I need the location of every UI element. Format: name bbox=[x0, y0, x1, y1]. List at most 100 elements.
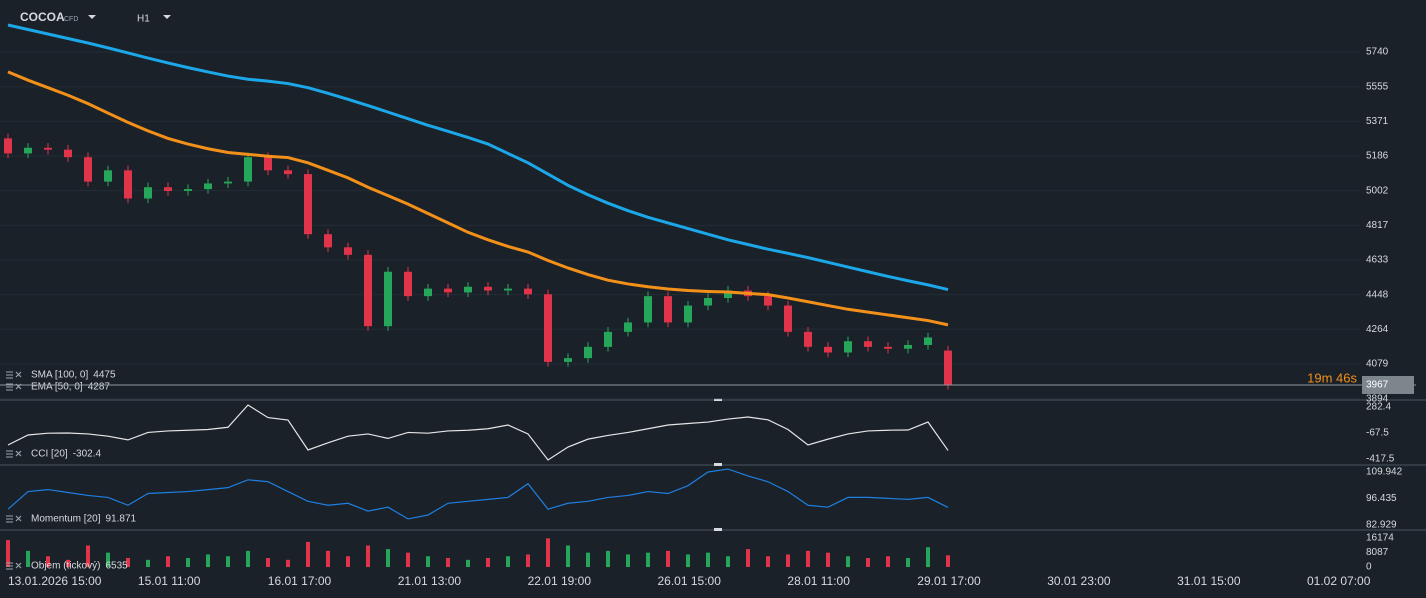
y-tick-label: 282.4 bbox=[1366, 402, 1391, 413]
y-tick-label: 5186 bbox=[1366, 151, 1389, 162]
legend-close-icon bbox=[15, 371, 22, 378]
x-tick-label: 22.01 19:00 bbox=[528, 574, 592, 588]
timeframe[interactable]: H1 bbox=[137, 14, 150, 25]
candle-body bbox=[404, 271, 412, 297]
legend-value: 91.871 bbox=[105, 514, 136, 525]
candle-body bbox=[544, 294, 552, 362]
candle-body bbox=[884, 346, 892, 349]
x-tick-label: 01.02 07:00 bbox=[1307, 574, 1371, 588]
candle-body bbox=[424, 288, 432, 297]
symbol-dropdown[interactable] bbox=[88, 15, 96, 19]
volume-bar bbox=[106, 552, 110, 567]
legend-menu-icon bbox=[6, 562, 13, 570]
timeframe-dropdown[interactable] bbox=[163, 15, 171, 19]
candle-body bbox=[804, 331, 812, 347]
legend-close-icon bbox=[15, 562, 22, 569]
legend-close-icon bbox=[15, 515, 22, 522]
panel-resize-handle[interactable] bbox=[714, 528, 722, 531]
legend-name: CCI [20] bbox=[31, 449, 68, 460]
volume-bar bbox=[6, 540, 10, 567]
volume-bar bbox=[886, 556, 890, 567]
candle-body bbox=[4, 138, 12, 154]
legend-name: SMA [100, 0] bbox=[31, 370, 88, 381]
y-tick-label: -417.5 bbox=[1366, 454, 1395, 465]
volume-bar bbox=[746, 549, 750, 567]
moving-average-line bbox=[7, 70, 949, 327]
volume-bar bbox=[346, 556, 350, 567]
volume-bar bbox=[946, 555, 950, 567]
volume-bar bbox=[766, 556, 770, 567]
candle-body bbox=[384, 271, 392, 327]
volume-bar bbox=[846, 556, 850, 567]
current-price-label: 3967 bbox=[1366, 380, 1389, 391]
candle-body bbox=[444, 288, 452, 293]
candle-body bbox=[704, 298, 712, 306]
legend-name: Objem (tickový) bbox=[31, 561, 100, 572]
legend-value: -302.4 bbox=[73, 449, 102, 460]
candle-body bbox=[84, 157, 92, 182]
candle-body bbox=[864, 341, 872, 347]
candle-body bbox=[764, 296, 772, 306]
legend-menu-icon bbox=[6, 383, 13, 391]
volume-bar bbox=[186, 558, 190, 567]
legend-close-icon bbox=[15, 450, 22, 457]
legend-value: 4475 bbox=[93, 370, 116, 381]
volume-bar bbox=[806, 550, 810, 567]
volume-bar bbox=[606, 550, 610, 567]
volume-bar bbox=[286, 559, 290, 567]
candle-body bbox=[844, 341, 852, 353]
volume-bar bbox=[646, 552, 650, 567]
volume-bar bbox=[146, 559, 150, 567]
legend-name: Momentum [20] bbox=[31, 514, 101, 525]
volume-bar bbox=[686, 554, 690, 567]
y-tick-label: 4817 bbox=[1366, 220, 1389, 231]
symbol[interactable]: COCOA bbox=[20, 10, 65, 24]
volume-bar bbox=[926, 547, 930, 567]
candle-body bbox=[224, 181, 232, 184]
candle-body bbox=[904, 344, 912, 349]
volume-bar bbox=[826, 552, 830, 567]
candle-body bbox=[564, 358, 572, 362]
candle-body bbox=[944, 350, 952, 385]
indicator-line bbox=[7, 468, 949, 520]
volume-bar bbox=[446, 558, 450, 567]
candle-body bbox=[504, 288, 512, 291]
candle-body bbox=[664, 296, 672, 323]
volume-bar bbox=[786, 554, 790, 567]
panel-resize-handle[interactable] bbox=[714, 398, 722, 401]
volume-bar bbox=[406, 552, 410, 567]
x-tick-label: 21.01 13:00 bbox=[398, 574, 462, 588]
candle-countdown: 19m 46s bbox=[1307, 370, 1357, 385]
volume-bar bbox=[506, 556, 510, 567]
volume-bar bbox=[86, 545, 90, 567]
y-tick-label: 5555 bbox=[1366, 81, 1389, 92]
candle-body bbox=[344, 247, 352, 255]
y-tick-label: 5002 bbox=[1366, 185, 1389, 196]
candle-body bbox=[164, 187, 172, 191]
volume-bar bbox=[386, 549, 390, 567]
candle-body bbox=[584, 346, 592, 359]
y-tick-label: 4079 bbox=[1366, 359, 1389, 370]
y-tick-label: 109.942 bbox=[1366, 467, 1403, 478]
volume-bar bbox=[326, 550, 330, 567]
candle-body bbox=[524, 288, 532, 295]
volume-bar bbox=[306, 541, 310, 567]
candle-body bbox=[244, 157, 252, 182]
volume-bar bbox=[126, 558, 130, 567]
candle-body bbox=[624, 322, 632, 332]
volume-bar bbox=[206, 554, 210, 567]
volume-bar bbox=[546, 538, 550, 567]
candle-body bbox=[24, 147, 32, 154]
panel-resize-handle[interactable] bbox=[714, 463, 722, 466]
x-tick-label: 26.01 15:00 bbox=[658, 574, 722, 588]
y-tick-label: 4633 bbox=[1366, 255, 1389, 266]
candle-body bbox=[724, 290, 732, 299]
x-tick-label: 28.01 11:00 bbox=[787, 574, 850, 588]
instrument-type: CFD bbox=[64, 16, 78, 23]
legend-menu-icon bbox=[6, 515, 13, 523]
legend-value: 4287 bbox=[88, 382, 111, 393]
moving-average-line bbox=[7, 23, 949, 292]
candle-body bbox=[684, 305, 692, 323]
candle-body bbox=[204, 183, 212, 190]
volume-bar bbox=[66, 559, 70, 567]
